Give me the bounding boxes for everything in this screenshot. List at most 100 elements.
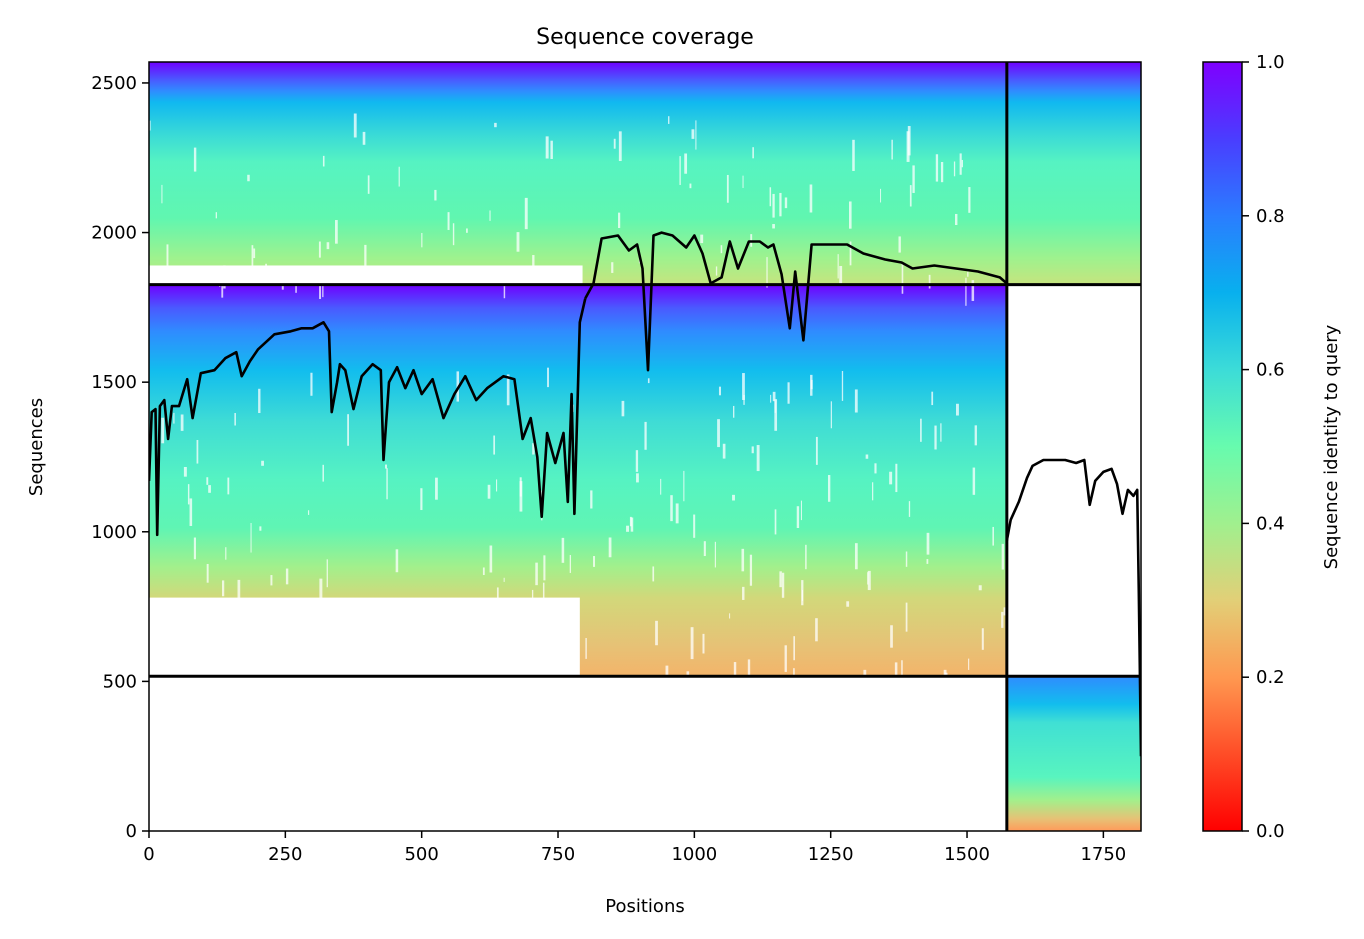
gap-speckle	[968, 658, 970, 670]
gap-speckle	[494, 122, 497, 128]
y-tick-label: 1500	[91, 372, 137, 393]
gap-speckle	[965, 277, 967, 306]
x-axis-label: Positions	[605, 896, 684, 917]
y-tick-label: 1000	[91, 522, 137, 543]
gap-speckle	[386, 468, 388, 500]
gap-speckle	[234, 413, 236, 426]
gap-speckle	[784, 645, 787, 672]
gap-speckle	[742, 586, 745, 600]
gap-speckle	[421, 232, 423, 248]
gap-speckle	[752, 147, 754, 159]
uncovered-region-3	[149, 597, 580, 677]
gap-speckle	[222, 580, 225, 597]
gap-speckle	[493, 435, 496, 455]
gap-speckle	[630, 517, 634, 532]
y-tick-label: 2500	[91, 73, 137, 94]
gap-speckle	[854, 389, 858, 413]
gap-speckle	[618, 212, 621, 229]
gap-speckle	[660, 478, 662, 495]
gap-speckle	[774, 399, 778, 431]
gap-speckle	[1001, 611, 1004, 628]
gap-speckle	[751, 446, 754, 454]
gap-speckle	[161, 184, 163, 204]
gap-speckle	[227, 477, 230, 495]
plot-frame	[148, 61, 1142, 832]
colorbar-tick-label: 0.6	[1256, 360, 1285, 381]
gap-speckle	[953, 161, 956, 177]
gap-speckle	[326, 559, 328, 588]
gap-speckle	[435, 477, 438, 500]
gap-speckle	[193, 147, 197, 172]
gap-speckle	[890, 625, 893, 648]
gap-speckle	[367, 175, 370, 194]
x-tick-label: 0	[143, 844, 154, 865]
gap-speckle	[867, 570, 871, 591]
gap-speckle	[250, 522, 252, 553]
gap-speckle	[636, 473, 639, 483]
gap-speckle	[912, 165, 915, 193]
gap-speckle	[398, 166, 400, 187]
gap-speckle	[626, 525, 630, 532]
gap-speckle	[805, 544, 807, 570]
gap-speckle	[848, 201, 852, 229]
gap-speckle	[281, 275, 284, 290]
gap-speckle	[1001, 543, 1005, 570]
gap-speckle	[809, 184, 813, 213]
gap-speckle	[173, 412, 175, 424]
gap-speckle	[489, 545, 493, 573]
gap-speckle	[613, 138, 616, 149]
gap-speckle	[496, 479, 498, 492]
gap-speckle	[981, 628, 984, 650]
gap-speckle	[974, 425, 977, 446]
x-tick-label: 1750	[1080, 844, 1126, 865]
gap-speckle	[225, 547, 227, 560]
colorbar: 0.0 0.2 0.4 0.6 0.8 1.0 Sequence identity to …	[1202, 52, 1342, 842]
gap-speckle	[796, 506, 800, 529]
gap-speckle	[742, 175, 744, 188]
gap-speckle	[891, 139, 893, 160]
gap-speckle	[992, 526, 994, 546]
gap-speckle	[830, 401, 832, 429]
gap-speckle	[972, 467, 976, 495]
gap-speckle	[258, 388, 261, 414]
gap-speckle	[177, 622, 181, 648]
gap-speckle	[326, 242, 330, 250]
gap-speckle	[223, 265, 226, 289]
gap-speckle	[161, 417, 165, 444]
gap-speckle	[150, 634, 152, 640]
gap-speckle	[894, 662, 898, 676]
gap-speckle	[968, 187, 971, 213]
gap-speckle	[395, 549, 399, 573]
gap-speckle	[928, 274, 931, 289]
gap-speckle	[670, 495, 673, 522]
gap-speckle	[166, 244, 169, 276]
gap-speckle	[940, 162, 944, 183]
msa-gaps	[149, 113, 1006, 696]
gap-speckle	[466, 228, 468, 233]
gap-speckle	[452, 223, 455, 246]
gap-speckle	[573, 638, 575, 645]
gap-speckle	[961, 159, 964, 168]
gap-speckle	[483, 615, 485, 626]
gap-speckle	[779, 192, 782, 217]
gap-speckle	[839, 265, 843, 285]
colorbar-ticks: 0.0 0.2 0.4 0.6 0.8 1.0	[1242, 52, 1285, 842]
gap-speckle	[322, 464, 324, 482]
gap-speckle	[908, 501, 911, 517]
gap-speckle	[347, 414, 350, 446]
gap-speckle	[259, 526, 262, 531]
gap-speckle	[926, 559, 929, 564]
gap-speckle	[265, 263, 267, 270]
gap-speckle	[307, 510, 310, 515]
msa-blocks	[149, 62, 1141, 831]
gap-speckle	[971, 280, 975, 301]
y-axis-label: Sequences	[26, 398, 47, 496]
gap-speckle	[487, 617, 491, 629]
gap-speckle	[219, 266, 221, 288]
gap-speckle	[959, 153, 962, 175]
uncovered-region-1	[149, 265, 583, 285]
gap-speckle	[690, 627, 694, 660]
gap-speckle	[611, 262, 614, 273]
gap-speckle	[322, 278, 324, 298]
gap-speckle	[503, 577, 505, 582]
